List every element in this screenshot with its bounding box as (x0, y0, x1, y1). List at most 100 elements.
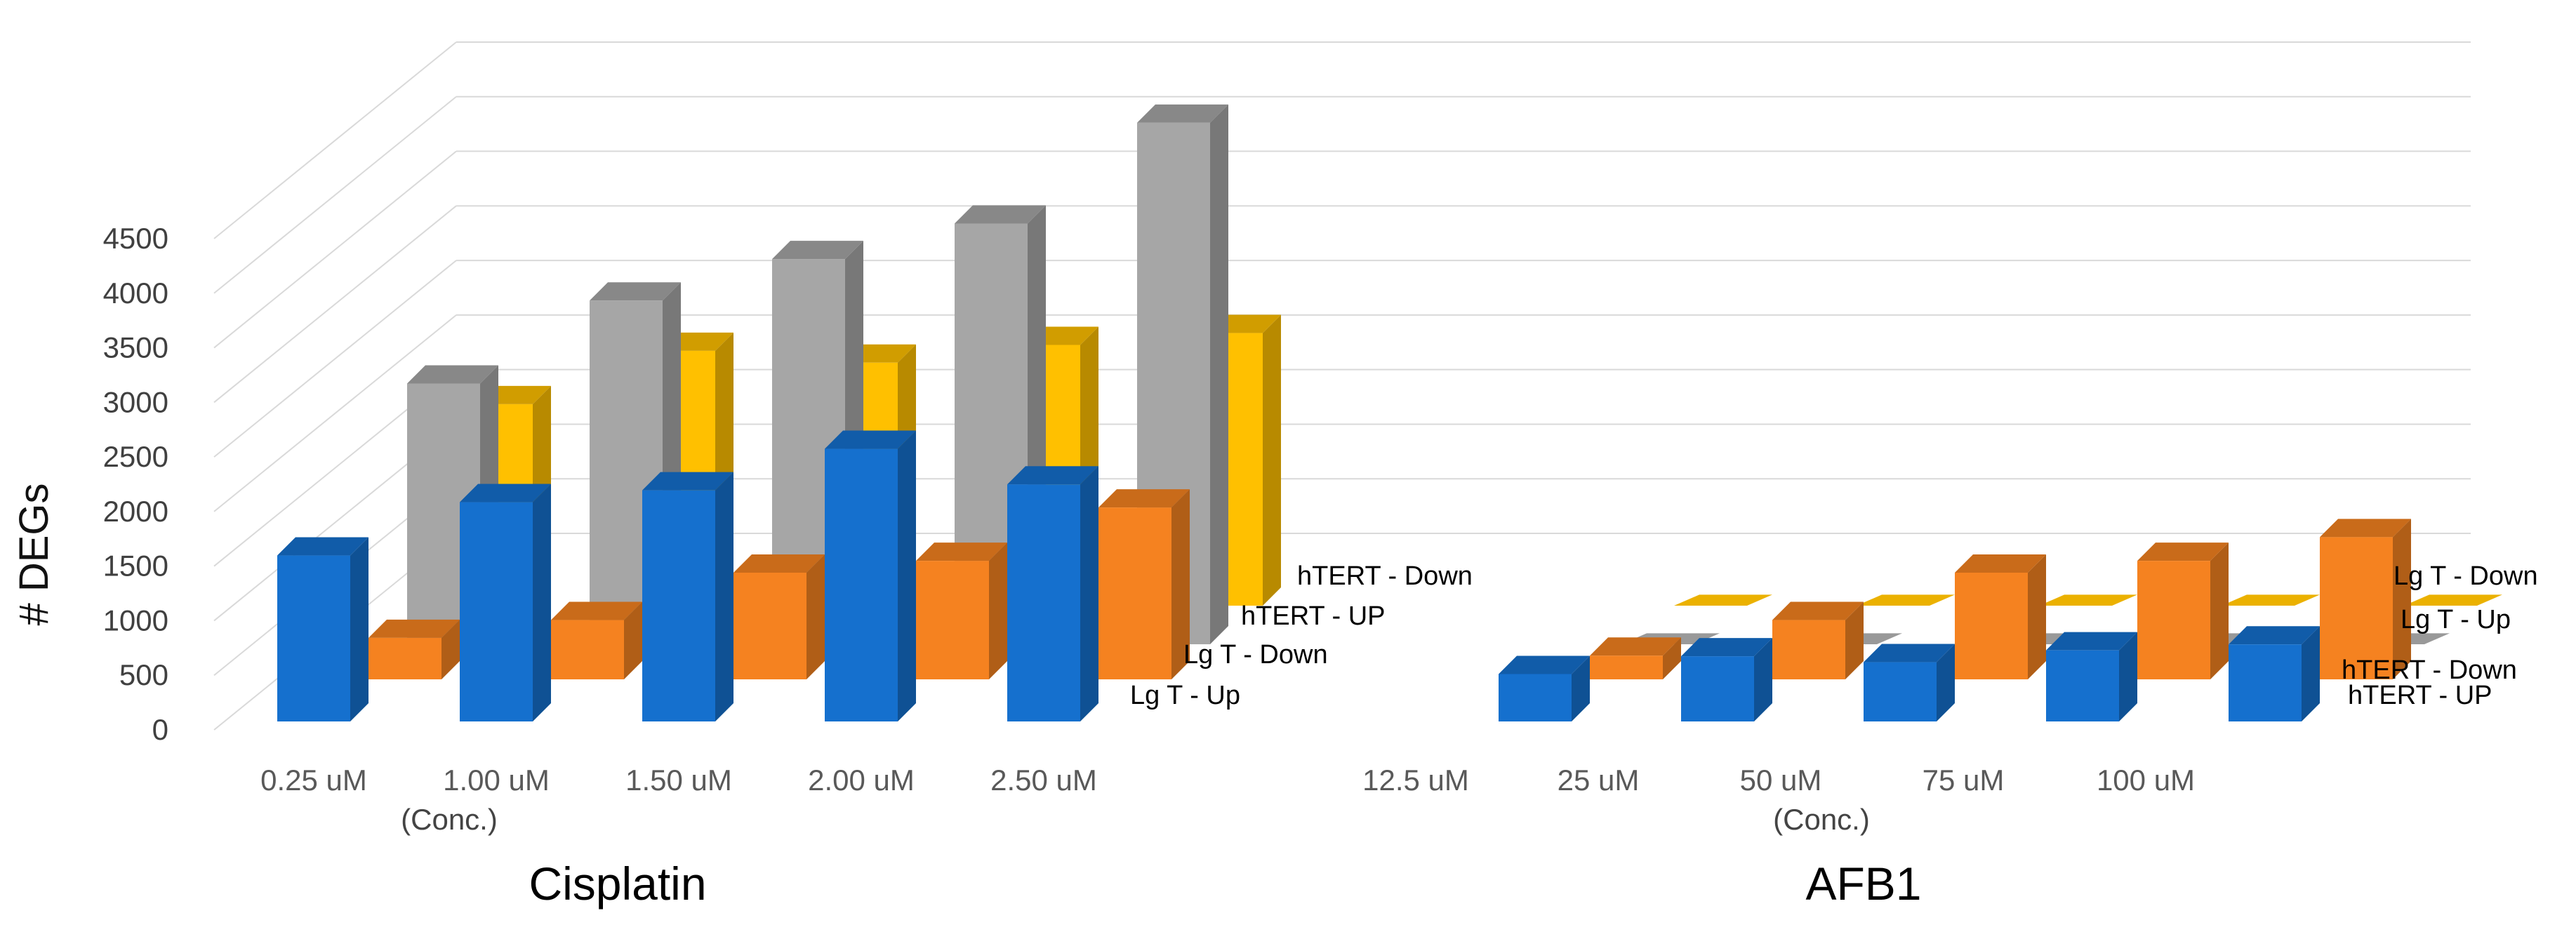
bar-flat (2039, 594, 2137, 606)
bar-top (1955, 554, 2046, 573)
bar-top (1098, 489, 1190, 508)
series-label: hTERT - UP (1241, 601, 1386, 631)
bar-front (1007, 484, 1080, 721)
x-tick-label: 2.00 uM (808, 764, 915, 797)
bar-front (1772, 620, 1845, 679)
bar (1864, 644, 1955, 721)
bar-front (551, 620, 624, 679)
labels: 0.25 uM 1.00 uM 1.50 uM 2.00 uM 2.50 uM Lg T … (260, 561, 2537, 797)
y-axis: 0 500 1000 1500 2000 2500 3000 3500 4000 4500 (103, 222, 168, 746)
x-tick-label: 0.25 uM (260, 764, 367, 797)
bar-side (1663, 637, 1681, 679)
y-tick-label: 0 (152, 713, 168, 746)
bar-front (1955, 573, 2028, 679)
series-label: Lg T - Down (2394, 561, 2538, 591)
bar-front (916, 561, 989, 679)
bar-top (772, 241, 863, 260)
bar-front (642, 490, 715, 721)
bar (642, 472, 733, 721)
bar-top (1681, 638, 1772, 657)
gridline-diag (213, 96, 457, 294)
bar-top (1137, 104, 1228, 123)
bar (369, 619, 460, 679)
chart-title-cisplatin: Cisplatin (529, 858, 706, 910)
x-tick-label: 1.50 uM (625, 764, 732, 797)
bar-front (1098, 507, 1171, 679)
bar-top (642, 472, 733, 491)
bar-top (2229, 626, 2320, 645)
series-label: Lg T - Up (2401, 605, 2511, 634)
bar-side (1845, 601, 1864, 679)
bar (460, 484, 551, 721)
x-tick-label: 25 uM (1558, 764, 1640, 797)
bar-top (460, 484, 551, 502)
bar-flat (1857, 594, 1955, 606)
y-tick-label: 4500 (103, 222, 168, 255)
bar-side (898, 430, 916, 721)
chart-title-afb1: AFB1 (1805, 858, 1921, 910)
bar-top (407, 365, 498, 384)
bar-top (916, 542, 1007, 561)
y-tick-label: 1500 (103, 550, 168, 582)
bar (1590, 637, 1681, 679)
bar-top (590, 282, 681, 301)
bar-side (2210, 542, 2229, 679)
series-label: hTERT - Down (2342, 655, 2517, 685)
bar (2039, 594, 2137, 606)
bar-top (1772, 601, 1864, 620)
bar-flat (2222, 594, 2320, 606)
bar-side (806, 554, 825, 679)
bar-side (624, 601, 642, 679)
bar-side (1572, 655, 1590, 721)
bar-side (1263, 314, 1281, 606)
bar-front (277, 555, 350, 721)
bar (733, 554, 825, 679)
bar (2229, 626, 2320, 721)
bar (1955, 554, 2046, 679)
y-tick-label: 3000 (103, 385, 168, 418)
x-axis-title-cisplatin: (Conc.) (401, 803, 498, 836)
y-tick-label: 3500 (103, 331, 168, 364)
bar-top (733, 554, 825, 573)
bar-front (2229, 644, 2302, 721)
bar (1007, 466, 1098, 721)
bar-front (733, 573, 806, 679)
bar-side (989, 542, 1007, 679)
series-label: hTERT - UP (2348, 681, 2492, 710)
bar-front (1499, 674, 1572, 721)
gridline-diag (213, 150, 457, 349)
bar-top (1590, 637, 1681, 656)
x-tick-label: 2.50 uM (990, 764, 1097, 797)
bar (1772, 601, 1864, 679)
bars (277, 104, 2502, 721)
bar-front (460, 502, 533, 721)
bar-top (551, 601, 642, 620)
gridline-diag (213, 260, 457, 458)
bar-front (1590, 655, 1663, 679)
bar (1681, 638, 1772, 721)
bar-top (825, 430, 916, 449)
gridline-diag (213, 314, 457, 512)
bar-top (2137, 542, 2229, 561)
bar (825, 430, 916, 721)
y-tick-label: 4000 (103, 277, 168, 309)
bar-side (2393, 519, 2411, 679)
bar (2137, 542, 2229, 679)
bar-front (825, 448, 898, 721)
bar-side (2302, 626, 2320, 721)
y-tick-label: 2500 (103, 440, 168, 473)
bar-top (2320, 519, 2411, 538)
bar (277, 537, 369, 721)
bar-side (350, 537, 369, 721)
bar-top (1499, 655, 1590, 674)
gridline-diag (213, 41, 457, 239)
bar (1674, 594, 1772, 606)
bar-top (1864, 644, 1955, 663)
y-tick-label: 500 (119, 658, 168, 691)
bar-side (533, 484, 551, 721)
bar-flat (2404, 594, 2502, 606)
bar (916, 542, 1007, 679)
bar-front (1681, 656, 1754, 721)
y-tick-label: 2000 (103, 495, 168, 528)
